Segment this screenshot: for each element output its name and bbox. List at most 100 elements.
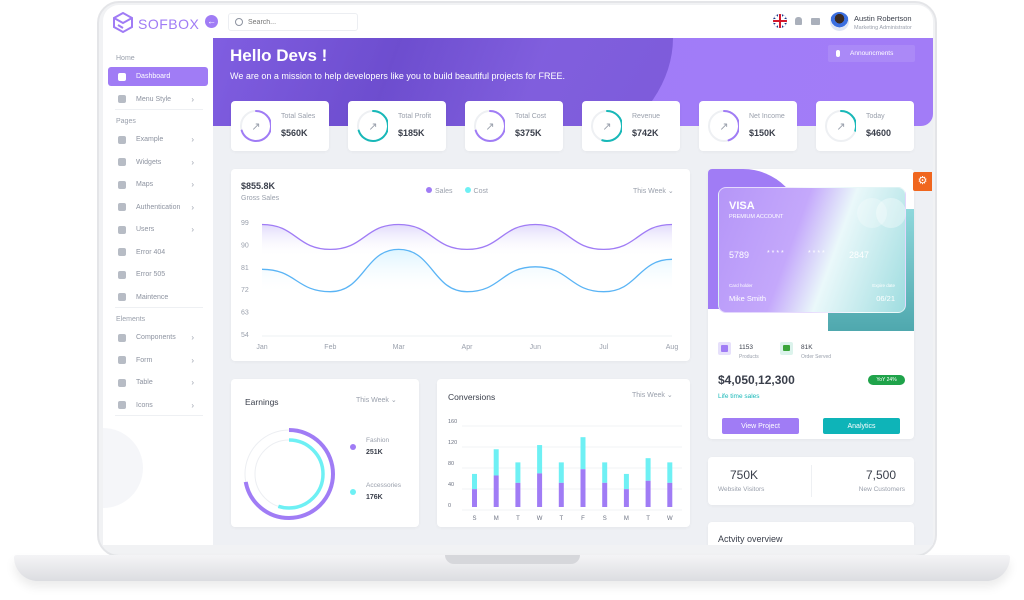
- sidebar-section-label: Elements: [116, 316, 146, 323]
- user-name[interactable]: Austin Robertson: [854, 14, 912, 23]
- bar-base: [515, 482, 521, 507]
- sidebar-item-error-505[interactable]: Error 505: [108, 265, 208, 284]
- card-circle-icon: [876, 198, 906, 228]
- collapse-sidebar-button[interactable]: ←: [205, 15, 218, 28]
- sidebar-item-widgets[interactable]: Widgets ›: [108, 153, 208, 172]
- sidebar-item-error-404[interactable]: Error 404: [108, 243, 208, 262]
- series-line-cost: [261, 248, 673, 293]
- stat-card-today[interactable]: ↗ Today $4600: [816, 101, 914, 151]
- avatar[interactable]: [830, 12, 849, 31]
- sidebar-item-form[interactable]: Form ›: [108, 351, 208, 370]
- legend-dot: [350, 489, 356, 495]
- products-icon: [718, 342, 731, 355]
- bar-top: [623, 473, 629, 490]
- logo-icon: [113, 12, 133, 34]
- chevron-right-icon: ›: [191, 225, 194, 234]
- sidebar-item-users[interactable]: Users ›: [108, 220, 208, 239]
- conversions-period-dropdown[interactable]: This Week ⌄: [632, 392, 673, 399]
- stat-card-net-income[interactable]: ↗ Net Income $150K: [699, 101, 797, 151]
- sidebar-item-icons[interactable]: Icons ›: [108, 396, 208, 415]
- divider: [811, 465, 812, 497]
- stat-card-total-sales[interactable]: ↗ Total Sales $560K: [231, 101, 329, 151]
- sidebar-item-menu-style[interactable]: Menu Style ›: [108, 90, 208, 109]
- bar-base: [580, 469, 586, 507]
- mail-icon[interactable]: [811, 18, 820, 25]
- map-pin-icon: [118, 180, 126, 189]
- announcements-button[interactable]: Announcments: [828, 45, 915, 62]
- stat-label: Total Sales: [281, 113, 316, 120]
- y-tick-label: 63: [241, 310, 249, 317]
- bar-base: [667, 482, 673, 507]
- sidebar-divider: [115, 307, 203, 308]
- sidebar-item-table[interactable]: Table ›: [108, 373, 208, 392]
- sidebar: Home Dashboard Menu Style › Pages Example › Wid…: [103, 38, 213, 545]
- banner-title: Hello Devs !: [230, 46, 328, 65]
- stat-card-revenue[interactable]: ↗ Revenue $742K: [582, 101, 680, 151]
- arrow-up-right-icon: ↗: [719, 121, 728, 133]
- visa-tier: PREMIUM ACCOUNT: [729, 214, 784, 220]
- sidebar-decoration: [103, 428, 143, 508]
- bar-base: [493, 475, 499, 507]
- y-tick-label: 90: [241, 242, 249, 249]
- chevron-right-icon: ›: [191, 378, 194, 387]
- period-dropdown[interactable]: This Week ⌄: [633, 188, 674, 195]
- progress-ring: ↗: [591, 110, 622, 142]
- uk-flag-icon[interactable]: [773, 14, 787, 28]
- visa-summary-card: VISA PREMIUM ACCOUNT 5789 * * * * * * * …: [708, 169, 914, 439]
- stat-value: $150K: [749, 128, 776, 138]
- sidebar-item-maps[interactable]: Maps ›: [108, 175, 208, 194]
- y-tick-label: 160: [448, 419, 457, 425]
- sidebar-item-example[interactable]: Example ›: [108, 130, 208, 149]
- chevron-down-icon: ⌄: [667, 188, 674, 195]
- search-icon: [235, 18, 243, 26]
- view-project-button[interactable]: View Project: [722, 418, 799, 434]
- stat-label: Total Profit: [398, 113, 432, 120]
- sidebar-section-label: Home: [116, 55, 135, 62]
- microphone-icon: [836, 50, 840, 57]
- y-tick-label: 80: [448, 461, 454, 467]
- bar-base: [645, 480, 651, 507]
- visitors-value: 750K: [730, 468, 759, 482]
- sidebar-item-label: Authentication: [136, 203, 181, 211]
- card-circle-icon: [857, 198, 887, 228]
- holder-label: Card holder: [729, 283, 753, 288]
- visa-card[interactable]: VISA PREMIUM ACCOUNT 5789 * * * * * * * …: [718, 187, 906, 313]
- announcements-label: Announcments: [850, 50, 894, 57]
- progress-ring: ↗: [357, 110, 388, 142]
- sidebar-item-authentication[interactable]: Authentication ›: [108, 198, 208, 217]
- donut-arc-fashion: [243, 428, 335, 520]
- chevron-right-icon: ›: [191, 355, 194, 365]
- info-icon: [118, 401, 126, 409]
- card-number-1: 5789: [729, 250, 750, 260]
- stat-card-total-profit[interactable]: ↗ Total Profit $185K: [348, 101, 446, 151]
- sidebar-item-label: Error 505: [136, 271, 166, 278]
- sidebar-item-dashboard[interactable]: Dashboard: [108, 67, 208, 86]
- top-header: SOFBOX ← Austin Robertson Marketing Admi…: [103, 5, 933, 38]
- x-tick-label: T: [646, 516, 650, 522]
- chat-icon: [118, 293, 126, 301]
- search-box[interactable]: [228, 13, 358, 31]
- yoy-badge: YoY 24%: [868, 375, 905, 385]
- analytics-button[interactable]: Analytics: [823, 418, 900, 434]
- screen: SOFBOX ← Austin Robertson Marketing Admi…: [103, 5, 933, 545]
- lifetime-label: Life time sales: [718, 393, 760, 400]
- conversions-chart: 160 120 80 40 0 S M T W T F S M T W: [448, 419, 682, 522]
- sidebar-item-maintence[interactable]: Maintence: [108, 288, 208, 307]
- chevron-right-icon: ›: [191, 180, 194, 189]
- sidebar-item-label: Table: [136, 379, 153, 386]
- earnings-title: Earnings: [245, 397, 279, 407]
- arrow-up-right-icon: ↗: [251, 121, 260, 133]
- search-input[interactable]: [248, 18, 348, 26]
- conversions-title: Conversions: [448, 392, 496, 402]
- settings-gear-button[interactable]: ⚙: [913, 172, 932, 191]
- earnings-period-dropdown[interactable]: This Week ⌄: [356, 397, 397, 404]
- bell-icon[interactable]: [795, 17, 802, 25]
- stat-value: $375K: [515, 128, 542, 138]
- activity-card: Actvity overview: [708, 522, 914, 545]
- sidebar-item-components[interactable]: Components ›: [108, 328, 208, 347]
- form-icon: [118, 356, 126, 364]
- sliders-icon: [118, 95, 126, 103]
- stat-card-total-cost[interactable]: ↗ Total Cost $375K: [465, 101, 563, 151]
- expire-date: 06/21: [876, 294, 895, 303]
- customers-label: New Customers: [858, 486, 905, 493]
